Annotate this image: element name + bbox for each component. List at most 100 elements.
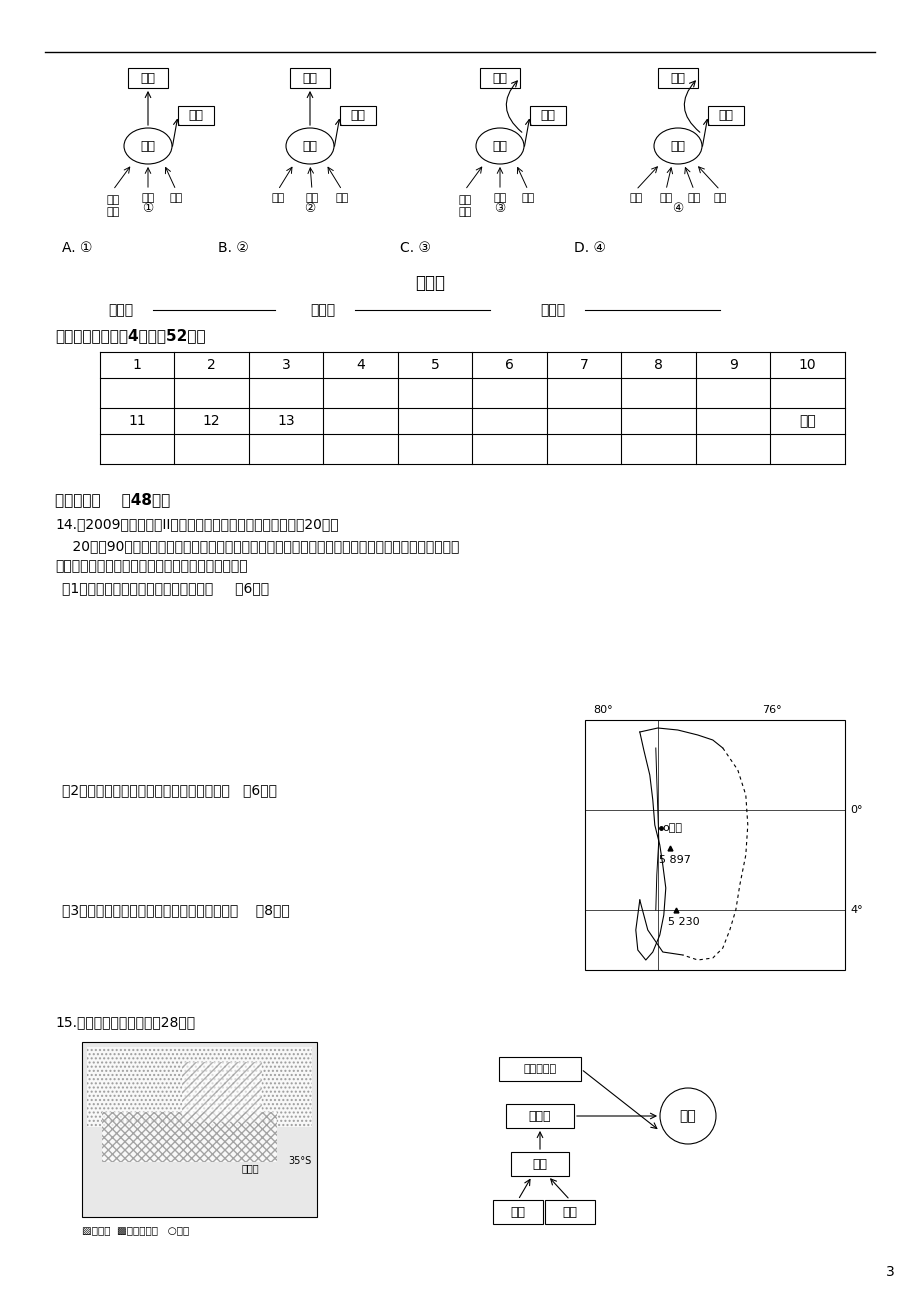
Text: 10: 10	[798, 358, 816, 372]
Text: 4°: 4°	[849, 905, 862, 915]
Text: 3: 3	[885, 1266, 893, 1279]
Text: ①: ①	[142, 202, 153, 215]
Text: 牲畜: 牲畜	[302, 139, 317, 152]
Bar	[505, 1104, 573, 1128]
Text: 5 897: 5 897	[658, 855, 690, 865]
Text: 12: 12	[203, 414, 221, 428]
Bar	[177, 105, 214, 125]
Text: 35°S: 35°S	[289, 1156, 312, 1167]
Text: 1: 1	[132, 358, 142, 372]
Text: 4: 4	[356, 358, 365, 372]
Text: 11: 11	[129, 414, 146, 428]
Ellipse shape	[124, 128, 172, 164]
Bar	[182, 1062, 262, 1122]
Bar	[657, 68, 698, 89]
Text: 深加工产品: 深加工产品	[523, 1064, 556, 1074]
Text: 天然
草地: 天然 草地	[107, 195, 119, 217]
Text: 6: 6	[505, 358, 514, 372]
Text: 班级：: 班级：	[108, 303, 133, 316]
Text: 作物: 作物	[532, 1157, 547, 1170]
Text: 作物: 作物	[169, 193, 183, 203]
Text: 牲畜: 牲畜	[670, 139, 685, 152]
Text: 桑基: 桑基	[510, 1206, 525, 1219]
Bar	[510, 1152, 568, 1176]
Text: 市场: 市场	[141, 72, 155, 85]
Text: 市场: 市场	[679, 1109, 696, 1124]
Text: 作物: 作物	[142, 193, 154, 203]
Text: 作物: 作物	[712, 193, 726, 203]
Text: 8: 8	[653, 358, 663, 372]
Text: A. ①: A. ①	[62, 241, 93, 255]
Text: （2）说明该国有利于花卉生长的自然条件。   （6分）: （2）说明该国有利于花卉生长的自然条件。 （6分）	[62, 783, 277, 797]
Text: ②: ②	[304, 202, 315, 215]
Text: 得分: 得分	[799, 414, 815, 428]
Bar	[493, 1200, 542, 1224]
Bar	[340, 105, 376, 125]
Text: （1）简述该国的地理位置及地形特征。     （6分）: （1）简述该国的地理位置及地形特征。 （6分）	[62, 581, 269, 595]
Text: 作物: 作物	[335, 193, 348, 203]
Text: 家庭: 家庭	[188, 109, 203, 122]
Text: 作物: 作物	[493, 193, 506, 203]
Bar	[128, 68, 168, 89]
Text: 14.（2009年全国文综II）阅读分析材料，回答下列问题。（20分）: 14.（2009年全国文综II）阅读分析材料，回答下列问题。（20分）	[55, 517, 338, 531]
Text: 20世纪90年代以来花卉消费的国际需求迅速增长，北美、日本、欧洲成为世界三大花卉消费市场。同: 20世纪90年代以来花卉消费的国际需求迅速增长，北美、日本、欧洲成为世界三大花卉…	[55, 539, 459, 553]
Text: 家庭: 家庭	[718, 109, 732, 122]
Text: 蔗基: 蔗基	[562, 1206, 577, 1219]
Bar	[102, 1112, 277, 1161]
Bar	[708, 105, 743, 125]
Text: 姓名：: 姓名：	[310, 303, 335, 316]
Text: 市场: 市场	[492, 72, 507, 85]
Text: 0°: 0°	[849, 805, 862, 815]
Text: 家庭: 家庭	[540, 109, 555, 122]
Text: 牲畜: 牲畜	[492, 139, 507, 152]
Text: 编号：: 编号：	[539, 303, 564, 316]
Text: 7: 7	[579, 358, 588, 372]
Text: 15.读下图，回答问题。（28分）: 15.读下图，回答问题。（28分）	[55, 1016, 195, 1029]
Text: o基多: o基多	[662, 823, 682, 833]
Text: 5: 5	[430, 358, 439, 372]
Bar	[529, 105, 565, 125]
Text: 期，下图所示国家成为所在大洲第二大花卉出口国。: 期，下图所示国家成为所在大洲第二大花卉出口国。	[55, 559, 247, 573]
Text: 农产品: 农产品	[528, 1109, 550, 1122]
Text: 作物: 作物	[686, 193, 700, 203]
Text: C. ③: C. ③	[400, 241, 430, 255]
Text: ▨乳畜业  ▩小麦牧羊业   ○城市: ▨乳畜业 ▩小麦牧羊业 ○城市	[82, 1225, 189, 1236]
Text: D. ④: D. ④	[573, 241, 606, 255]
Text: 13: 13	[278, 414, 295, 428]
Text: 市场: 市场	[670, 72, 685, 85]
Circle shape	[659, 1088, 715, 1144]
Text: ④: ④	[672, 202, 683, 215]
Text: 76°: 76°	[762, 704, 781, 715]
Text: 作物: 作物	[305, 193, 318, 203]
Ellipse shape	[286, 128, 334, 164]
Text: 答题卡: 答题卡	[414, 273, 445, 292]
Text: 堪培拉: 堪培拉	[242, 1163, 259, 1173]
Ellipse shape	[475, 128, 524, 164]
Text: 牧草: 牧草	[271, 193, 284, 203]
Text: 二、综合题    （48分）: 二、综合题 （48分）	[55, 492, 170, 508]
Text: 牲畜: 牲畜	[141, 139, 155, 152]
Bar	[289, 68, 330, 89]
Text: 80°: 80°	[593, 704, 612, 715]
Text: 市场: 市场	[302, 72, 317, 85]
Text: 牧草: 牧草	[629, 193, 642, 203]
Bar	[544, 1200, 595, 1224]
Text: 5 230: 5 230	[667, 917, 698, 927]
Bar	[87, 1047, 312, 1128]
Text: ③: ③	[494, 202, 505, 215]
Bar	[584, 720, 844, 970]
Text: 9: 9	[728, 358, 737, 372]
Ellipse shape	[653, 128, 701, 164]
Bar	[498, 1057, 581, 1081]
Text: 作物: 作物	[659, 193, 672, 203]
Bar	[480, 68, 519, 89]
Text: 3: 3	[281, 358, 290, 372]
Text: 天然
草地: 天然 草地	[458, 195, 471, 217]
Text: 一、选择题（每题4分，共52分）: 一、选择题（每题4分，共52分）	[55, 328, 206, 344]
Text: 作物: 作物	[521, 193, 534, 203]
Text: B. ②: B. ②	[218, 241, 249, 255]
Text: （3）概述该国发展花卉产业的社会经济条件。    （8分）: （3）概述该国发展花卉产业的社会经济条件。 （8分）	[62, 904, 289, 917]
Text: 家庭: 家庭	[350, 109, 365, 122]
Text: 2: 2	[207, 358, 216, 372]
Bar	[82, 1042, 317, 1217]
